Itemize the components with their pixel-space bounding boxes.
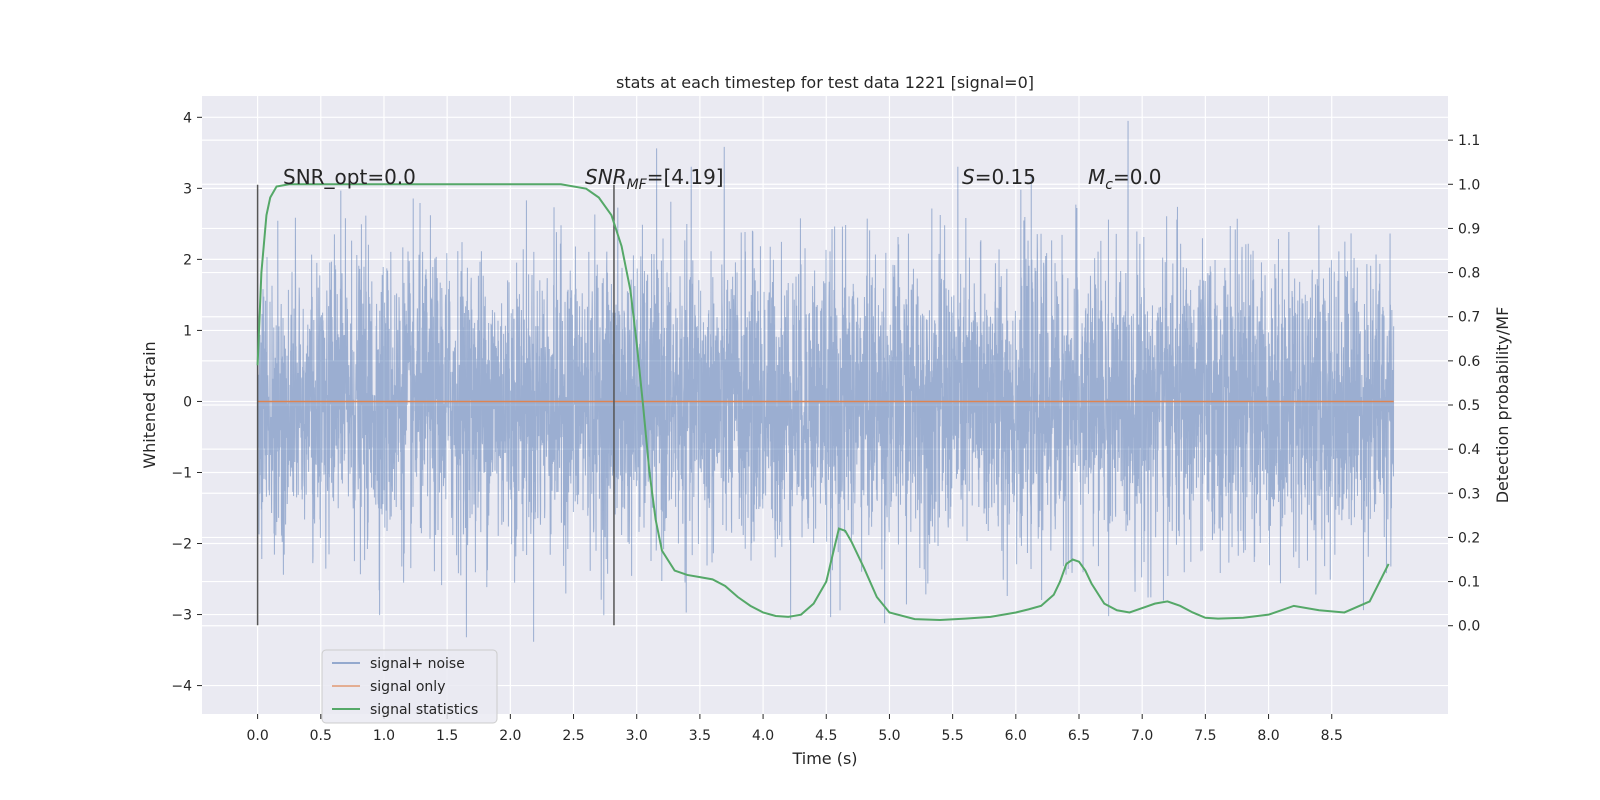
legend-label-signal-statistics: signal statistics: [370, 702, 478, 718]
x-tick-label: 2.0: [499, 728, 521, 744]
y-axis-label: Whitened strain: [140, 341, 159, 468]
y-tick-label: 2: [183, 252, 192, 268]
x-tick-label: 6.0: [1005, 728, 1027, 744]
y-tick-label: 1: [183, 323, 192, 339]
legend: signal+ noise signal only signal statist…: [321, 649, 498, 724]
x-tick-label: 1.0: [373, 728, 395, 744]
x-tick-label: 7.0: [1131, 728, 1153, 744]
legend-label-signal-only: signal only: [370, 679, 445, 695]
x-tick-label: 0.5: [310, 728, 332, 744]
y-right-tick-label: 0.6: [1458, 354, 1480, 370]
x-tick-label: 3.0: [626, 728, 648, 744]
y-tick-label: −4: [171, 679, 192, 695]
x-tick-label: 8.5: [1321, 728, 1343, 744]
x-tick-label: 1.5: [436, 728, 458, 744]
event-markers: [256, 184, 615, 626]
x-tick-label: 4.5: [815, 728, 837, 744]
y-right-tick-label: 1.1: [1458, 133, 1480, 149]
y-axis-right-label: Detection probability/MF: [1493, 307, 1512, 504]
y-tick-label: 0: [183, 394, 192, 410]
x-tick-label: 0.0: [246, 728, 268, 744]
x-tick-label: 4.0: [752, 728, 774, 744]
y-tick-label: −3: [171, 608, 192, 624]
y-tick-label: −2: [171, 537, 192, 553]
x-axis-label: Time (s): [791, 749, 857, 768]
annotation-snr-mf-sub: MF: [627, 177, 648, 193]
series-signal-statistics: [256, 183, 1390, 621]
y-tick-label: −1: [171, 465, 192, 481]
y-right-tick-label: 0.4: [1458, 442, 1480, 458]
annotation-snr-mf: SNRMF=[4.19]: [585, 165, 724, 193]
annotation-mc-symbol: M: [1088, 165, 1105, 189]
y-right-tick-label: 0.7: [1458, 310, 1480, 326]
y-right-tick-label: 0.0: [1458, 619, 1480, 635]
x-tick-label: 2.5: [562, 728, 584, 744]
y-right-tick-label: 0.8: [1458, 266, 1480, 282]
y-right-tick-label: 0.1: [1458, 575, 1480, 591]
annotation-snr-mf-value: =[4.19]: [647, 165, 724, 189]
annotation-snr-mf-symbol: SNR: [585, 165, 627, 189]
y-right-tick-label: 0.2: [1458, 530, 1480, 546]
y-right-tick-label: 1.0: [1458, 177, 1480, 193]
legend-label-signal-noise: signal+ noise: [370, 656, 465, 672]
x-tick-label: 5.5: [942, 728, 964, 744]
annotation-s-symbol: S: [962, 165, 975, 189]
y-right-tick-label: 0.9: [1458, 221, 1480, 237]
x-tick-label: 5.0: [878, 728, 900, 744]
annotation-s-value: =0.15: [975, 165, 1036, 189]
annotation-snr-opt: SNR_opt=0.0: [283, 165, 416, 189]
chart-title: stats at each timestep for test data 122…: [616, 73, 1034, 92]
annotation-s: S=0.15: [962, 165, 1036, 189]
annotation-mc: Mc=0.0: [1088, 165, 1162, 193]
y-tick-label: 4: [183, 110, 192, 126]
y-right-tick-label: 0.3: [1458, 486, 1480, 502]
axis-ticks: 0.0 0.5 1.0 1.5 2.0 2.5 3.0 3.5 4.0 4.5 5.0 5.5 6.0 6…: [171, 110, 1480, 744]
y-right-tick-label: 0.5: [1458, 398, 1480, 414]
y-tick-label: 3: [183, 181, 192, 197]
legend-box: [321, 649, 498, 724]
noise-trace: [257, 120, 1395, 642]
x-tick-label: 7.5: [1194, 728, 1216, 744]
x-tick-label: 3.5: [689, 728, 711, 744]
annotation-mc-value: =0.0: [1113, 165, 1162, 189]
x-tick-label: 6.5: [1068, 728, 1090, 744]
annotation-mc-sub: c: [1105, 177, 1113, 193]
series-signal-noise: [257, 120, 1395, 642]
x-tick-label: 8.0: [1257, 728, 1279, 744]
